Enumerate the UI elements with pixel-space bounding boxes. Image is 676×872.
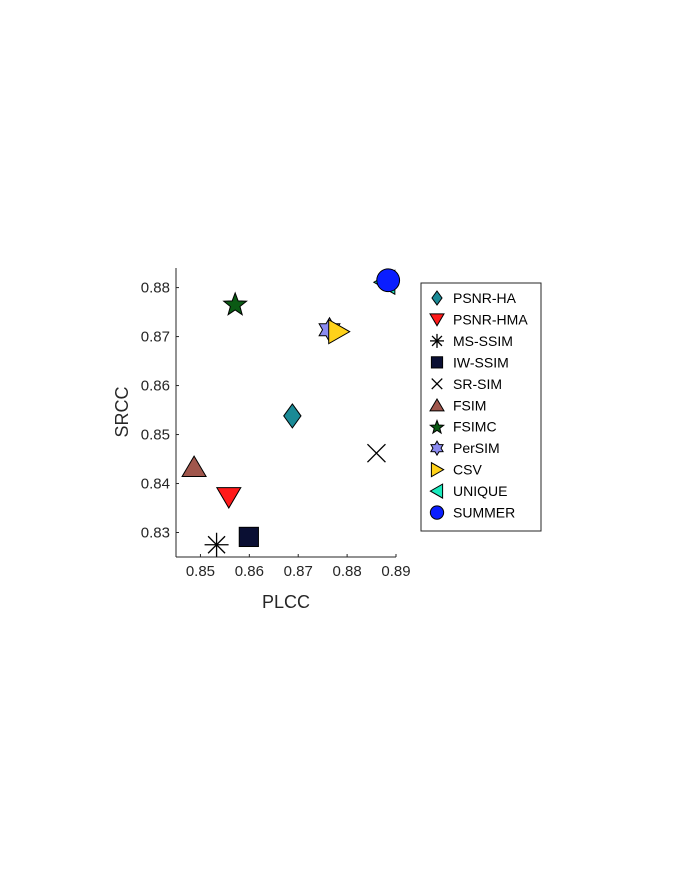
legend-label: SUMMER <box>453 505 515 521</box>
y-tick-label: 0.88 <box>141 280 170 297</box>
legend-label: PSNR-HA <box>453 290 517 306</box>
data-point <box>215 487 242 510</box>
x-tick-label: 0.85 <box>186 563 215 580</box>
y-axis-title: SRCC <box>112 386 132 437</box>
legend-label: MS-SSIM <box>453 333 513 349</box>
legend-label: IW-SSIM <box>453 354 509 370</box>
x-tick-label: 0.88 <box>333 563 362 580</box>
legend-marker <box>429 313 445 327</box>
data-points <box>181 268 401 557</box>
legend-label: UNIQUE <box>453 483 507 499</box>
legend-marker <box>428 419 446 435</box>
y-tick-label: 0.84 <box>141 476 170 493</box>
legend-label: PSNR-HMA <box>453 311 528 327</box>
legend-marker <box>430 461 445 478</box>
y-tick-label: 0.87 <box>141 329 170 346</box>
y-tick-label: 0.85 <box>141 427 170 444</box>
data-point <box>238 526 259 548</box>
data-point <box>328 318 351 345</box>
x-axis-title: PLCC <box>262 592 310 612</box>
data-point <box>283 403 302 429</box>
x-tick-label: 0.89 <box>381 563 410 580</box>
legend-marker <box>430 356 444 369</box>
y-tick-label: 0.86 <box>141 378 170 395</box>
legend-marker <box>430 333 444 348</box>
legend-marker <box>431 290 443 306</box>
axes: 0.85 0.86 0.87 0.88 0.89 0.83 0.84 0.85 0.86 0.87… <box>141 268 411 580</box>
legend-label: FSIMC <box>453 419 497 435</box>
data-point <box>222 291 248 316</box>
legend-marker <box>430 440 444 457</box>
data-point <box>366 443 386 463</box>
legend-marker <box>429 397 445 412</box>
legend-marker <box>429 483 444 499</box>
legend-label: CSV <box>453 462 482 478</box>
legend-marker <box>429 505 445 520</box>
legend-label: SR-SIM <box>453 376 502 392</box>
data-point <box>181 455 207 477</box>
x-tick-label: 0.86 <box>235 563 264 580</box>
legend-marker <box>431 378 443 390</box>
legend-label: FSIM <box>453 397 486 413</box>
y-tick-label: 0.83 <box>141 525 170 542</box>
legend-label: PerSIM <box>453 440 500 456</box>
data-point <box>204 532 229 557</box>
legend: PSNR-HA PSNR-HMA MS-SSIM IW-SSIM SR-SIM FSIM F… <box>420 282 542 532</box>
x-tick-label: 0.87 <box>284 563 313 580</box>
data-point <box>376 268 401 293</box>
